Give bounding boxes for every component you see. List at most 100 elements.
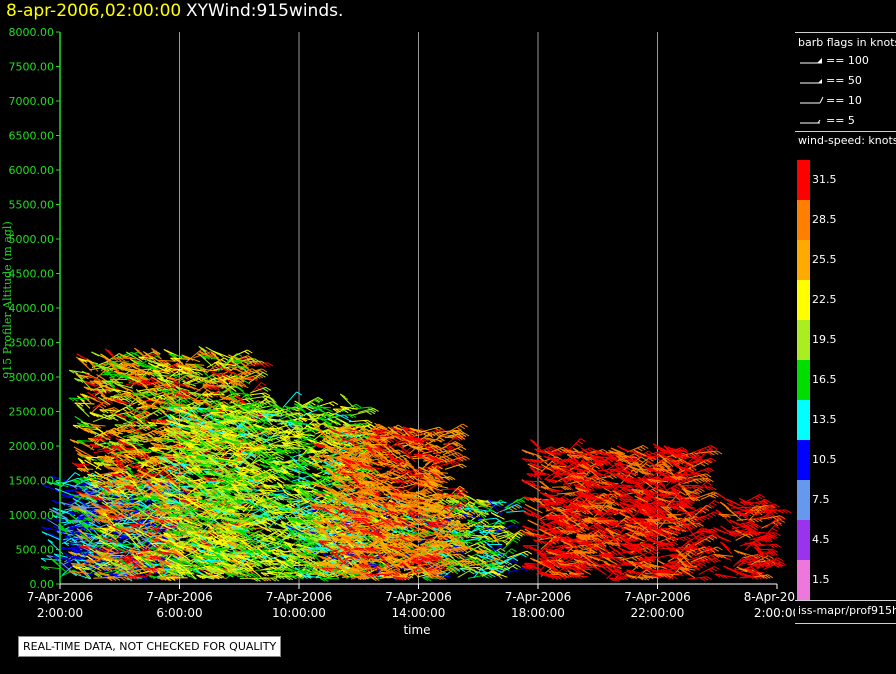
- barb-flag: [74, 495, 81, 500]
- wind-barb: [74, 463, 90, 466]
- barb-flag: [72, 497, 79, 502]
- barb-flag: [41, 531, 48, 536]
- barb-flag: [110, 502, 116, 507]
- barb-flag: [79, 509, 86, 514]
- barb-flag: [80, 522, 86, 527]
- wind-barb: [80, 487, 98, 492]
- wind-barb: [110, 360, 130, 363]
- barb-flag: [97, 428, 104, 433]
- barb-flag: [87, 491, 93, 496]
- barb-flag: [65, 520, 71, 525]
- barb-flag: [78, 535, 84, 540]
- barb-flag: [74, 472, 81, 477]
- barb-flag: [82, 468, 89, 473]
- barb-flag: [72, 480, 79, 485]
- barb-flag: [71, 515, 78, 520]
- barb-flag: [72, 519, 78, 524]
- barb-flag: [41, 526, 48, 531]
- barb-flag: [71, 485, 78, 490]
- barb-flag: [88, 551, 94, 556]
- barb-flag: [74, 463, 80, 468]
- barb-flag: [71, 549, 78, 554]
- barb-flag: [82, 552, 89, 557]
- barb-flag: [129, 411, 135, 416]
- barb-flag: [72, 397, 78, 402]
- barb-flag: [40, 566, 47, 571]
- barb-flag: [79, 406, 85, 411]
- barb-flag: [44, 518, 51, 523]
- barb-flag: [71, 552, 78, 557]
- barb-flag: [145, 563, 152, 568]
- barb-flag: [104, 489, 110, 494]
- barb-flag: [110, 494, 117, 499]
- wind-barb: [74, 402, 95, 405]
- wind-barb: [57, 527, 78, 536]
- wind-barb: [96, 552, 116, 555]
- barb-flag: [77, 535, 84, 540]
- barb-flag: [79, 468, 86, 473]
- barb-flag: [92, 501, 99, 506]
- barb-flag: [67, 520, 74, 524]
- barb-flag: [53, 482, 59, 487]
- wind-barb: [71, 562, 93, 566]
- barb-flag: [90, 535, 97, 540]
- wind-barb: [63, 542, 83, 546]
- wind-barb: [170, 357, 190, 360]
- barb-flag: [74, 502, 81, 507]
- barb-flag: [79, 500, 86, 505]
- barb-flag: [82, 510, 88, 515]
- wind-barb: [151, 485, 169, 487]
- wind-barb: [77, 467, 94, 470]
- barb-flag: [85, 479, 92, 484]
- barb-flag: [77, 477, 84, 482]
- wind-barb: [146, 574, 164, 580]
- barb-flag: [87, 524, 93, 529]
- wind-barb: [120, 504, 134, 513]
- barb-flag: [52, 510, 59, 515]
- wind-profiler-chart: 0.00500.001000.001500.002000.002500.0030…: [1, 26, 795, 637]
- barb-flag: [118, 544, 124, 549]
- barb-flag: [68, 551, 74, 556]
- wind-barbs: [40, 345, 792, 582]
- wind-barb: [68, 551, 90, 558]
- barb-flag: [73, 506, 80, 511]
- barb-flag: [68, 526, 75, 531]
- wind-barb: [111, 473, 126, 476]
- wind-barb: [53, 482, 69, 488]
- plot-date-time: 8-apr-2006,02:00:00: [6, 1, 182, 21]
- barb-flag: [70, 562, 77, 567]
- barb-flag: [71, 546, 77, 551]
- wind-barb: [80, 522, 96, 537]
- barb-flag: [139, 501, 146, 506]
- wind-barb: [70, 506, 90, 509]
- barb-flag: [53, 553, 60, 558]
- barb-flag: [52, 556, 59, 561]
- wind-barb: [40, 566, 61, 570]
- wind-barb: [58, 546, 77, 551]
- wind-barb: [71, 494, 90, 501]
- wind-barb: [72, 525, 94, 532]
- barb-flag: [72, 525, 79, 530]
- barb-flag: [98, 405, 105, 410]
- barb-flag: [68, 542, 75, 547]
- wind-barb: [75, 356, 93, 372]
- barb-flag: [72, 565, 78, 570]
- barb-flag: [149, 574, 156, 579]
- barb-flag: [78, 563, 84, 568]
- barb-flag: [60, 526, 67, 531]
- barb-flag: [76, 545, 82, 550]
- wind-barb: [41, 526, 61, 532]
- barb-flag: [77, 515, 83, 520]
- barb-flag: [44, 566, 50, 571]
- wind-barb: [86, 560, 101, 562]
- barb-flag: [63, 542, 70, 547]
- barb-flag: [87, 461, 93, 466]
- barb-flag: [79, 463, 85, 468]
- barb-flag: [158, 553, 164, 558]
- barb-flag: [88, 535, 94, 540]
- barb-flag: [51, 500, 58, 504]
- barb-flag: [82, 524, 89, 529]
- barb-flag: [109, 507, 115, 512]
- barb-flag: [95, 528, 101, 533]
- barb-flag: [185, 552, 191, 557]
